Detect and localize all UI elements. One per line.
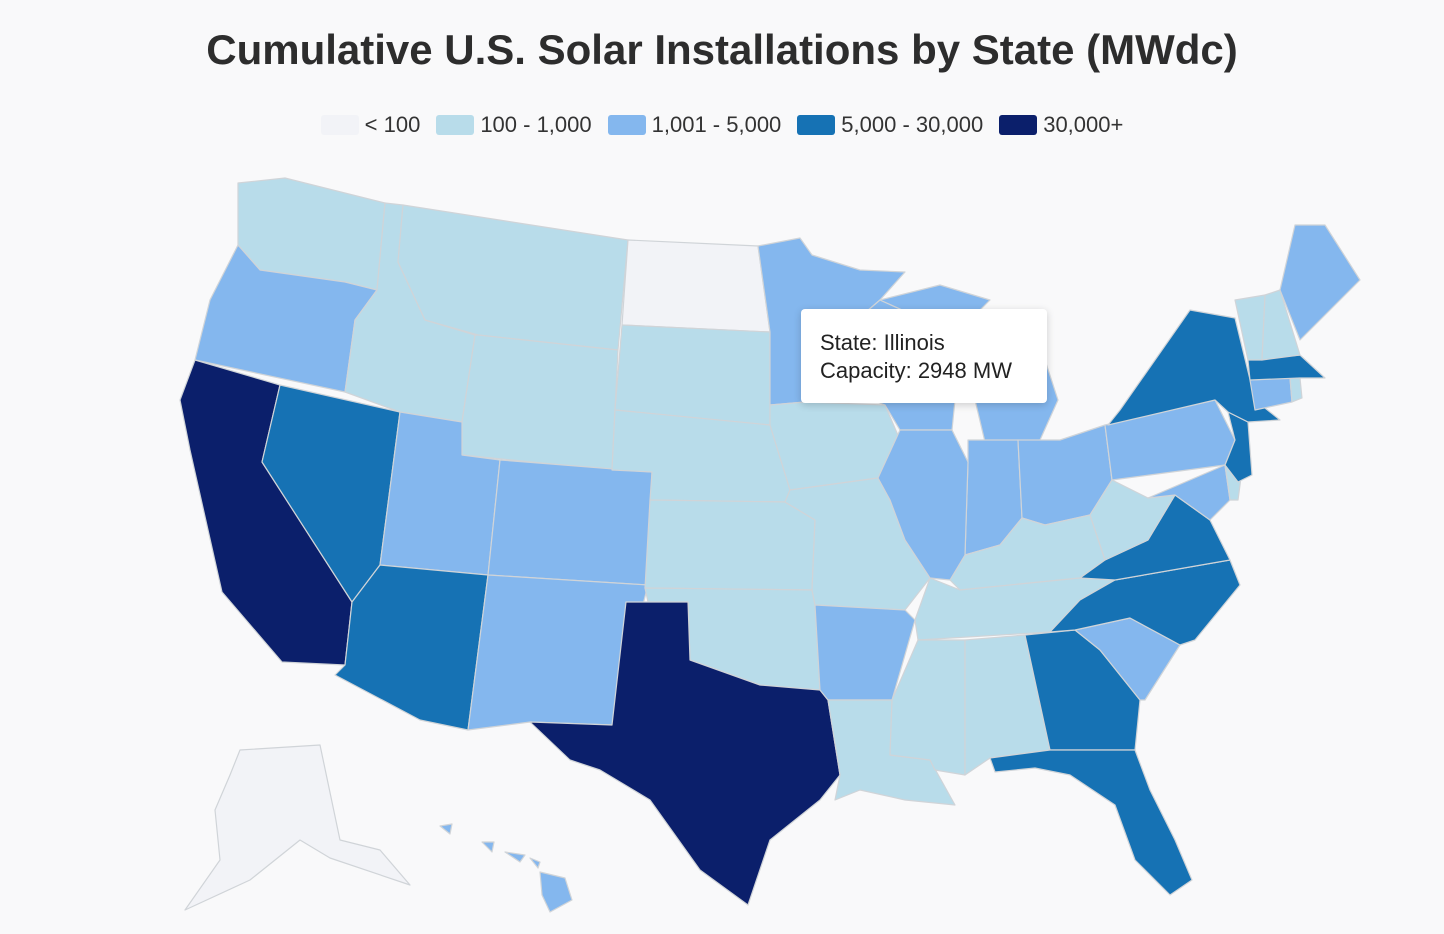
legend: < 100 100 - 1,000 1,001 - 5,000 5,000 - … <box>0 112 1444 138</box>
legend-item[interactable]: 30,000+ <box>999 112 1123 138</box>
legend-swatch <box>999 115 1038 135</box>
state-sd[interactable] <box>614 324 771 426</box>
tooltip-capacity: Capacity: 2948 MW <box>820 358 1012 383</box>
state-tx[interactable] <box>529 601 841 906</box>
state-ks[interactable] <box>644 499 816 591</box>
legend-item[interactable]: < 100 <box>320 112 421 138</box>
legend-swatch <box>320 115 359 135</box>
state-fl[interactable] <box>989 749 1193 896</box>
state-ct[interactable] <box>1249 377 1293 411</box>
state-ak[interactable] <box>184 744 411 911</box>
state-ri[interactable] <box>1289 377 1303 403</box>
legend-item[interactable]: 5,000 - 30,000 <box>797 112 983 138</box>
legend-label: 1,001 - 5,000 <box>651 112 782 137</box>
state-il[interactable] <box>877 429 969 581</box>
legend-label: 30,000+ <box>1043 112 1124 137</box>
state-ny[interactable] <box>1107 309 1281 426</box>
state-wy[interactable] <box>461 334 619 471</box>
state-tooltip: State: Illinois Capacity: 2948 MW <box>801 309 1047 403</box>
legend-label: 5,000 - 30,000 <box>841 112 984 137</box>
map-title: Cumulative U.S. Solar Installations by S… <box>206 26 1238 73</box>
state-hi[interactable] <box>439 823 573 913</box>
state-co[interactable] <box>487 459 653 586</box>
state-nh[interactable] <box>1261 289 1301 361</box>
legend-swatch <box>436 115 475 135</box>
state-nd[interactable] <box>621 239 771 333</box>
legend-item[interactable]: 100 - 1,000 <box>436 112 592 138</box>
legend-swatch <box>607 115 646 135</box>
tooltip-state: State: Illinois <box>820 330 945 355</box>
state-nc[interactable] <box>1049 559 1241 646</box>
state-md[interactable] <box>1147 464 1231 521</box>
legend-swatch <box>797 115 836 135</box>
state-me[interactable] <box>1279 224 1361 341</box>
legend-label: < 100 <box>364 112 421 137</box>
legend-item[interactable]: 1,001 - 5,000 <box>607 112 782 138</box>
legend-label: 100 - 1,000 <box>480 112 592 137</box>
